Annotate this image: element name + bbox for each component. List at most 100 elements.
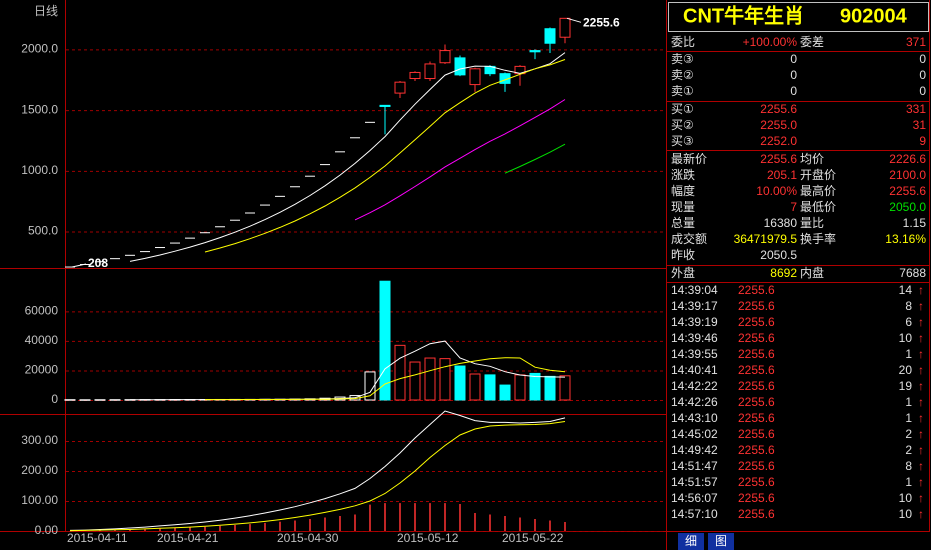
field-value: 16380 [764,216,798,230]
marker-line [71,263,87,268]
trade-volume: 8 [905,459,912,473]
tab[interactable] [708,533,734,550]
volume-bar [424,357,436,401]
indicator-bar [459,504,461,531]
trade-time: 14:49:42 [671,443,718,457]
trade-volume: 20 [899,363,913,377]
indicator-bar [294,520,296,531]
candle-body [424,63,436,80]
book-price: 0 [790,84,797,98]
indicator-bar [219,525,221,531]
indicator-line [129,52,566,262]
trade-direction: ↑ [918,299,924,313]
book-volume: 0 [919,84,926,98]
indicator-bar [309,519,311,531]
trade-time: 14:45:02 [671,427,718,441]
indicator-bar [114,530,116,531]
field-label: 最低价 [800,200,836,214]
book-price: 2255.6 [760,102,797,116]
field-label: 均价 [800,152,824,166]
candle-body [529,50,541,53]
book-volume: 0 [919,52,926,66]
trade-direction: ↑ [918,459,924,473]
book-label: 买① [671,102,694,116]
volume-bar [379,280,391,401]
volume-bar [109,399,121,401]
trade-direction: ↑ [918,331,924,345]
indicator-bar [354,514,356,531]
trade-time: 14:39:46 [671,331,718,345]
tab-label[interactable]: 细 [685,534,697,548]
trade-time: 14:57:10 [671,507,718,521]
book-price: 0 [790,52,797,66]
marker-line [566,17,582,23]
y-tick-label: 500.0 [28,224,58,238]
candle-body [469,68,481,86]
volume-bar [544,375,556,401]
indicator-bar [489,514,491,531]
trade-volume: 1 [905,347,912,361]
indicator-line [69,410,566,531]
field-label: 总量 [671,216,695,230]
field-value: 7688 [899,266,926,280]
y-tick-label: 1500.0 [21,102,58,116]
indicator-bar [264,522,266,531]
volume-bar [79,399,91,401]
volume-bar [514,374,526,401]
volume-bar [499,384,511,401]
y-tick-label: 1000.0 [21,163,58,177]
field-value: 371 [906,35,926,49]
trade-volume: 1 [905,411,912,425]
trade-direction: ↑ [918,363,924,377]
trade-price: 2255.6 [738,491,775,505]
field-label: 昨收 [671,248,695,262]
field-value: 2255.6 [760,152,797,166]
indicator-bar [129,529,131,531]
stock-code: 902004 [840,5,908,27]
indicator-bar [279,521,281,531]
field-value: 2255.6 [889,184,926,198]
indicator-bar [369,504,371,531]
indicator-bar [324,517,326,531]
candle-body [379,104,391,107]
trade-direction: ↑ [918,507,924,521]
indicator-line [130,340,566,401]
tab[interactable] [678,533,704,550]
trade-price: 2255.6 [738,379,775,393]
field-label: 最新价 [671,151,707,166]
trade-volume: 1 [905,475,912,489]
trade-direction: ↑ [918,491,924,505]
field-value: 1.15 [903,216,927,230]
trade-price: 2255.6 [738,459,775,473]
trade-direction: ↑ [918,443,924,457]
volume-bar [439,358,451,401]
field-value: 2226.6 [889,152,926,166]
y-tick-label: 0.00 [35,523,59,537]
trade-price: 2255.6 [738,395,775,409]
candle-body [439,50,451,64]
trade-price: 2255.6 [738,299,775,313]
book-label: 买② [671,118,694,132]
indicator-bar [174,528,176,531]
trade-direction: ↑ [918,379,924,393]
indicator-bar [429,503,431,531]
x-tick-label: 2015-05-22 [502,531,564,545]
candle-body [409,71,421,80]
field-value: +100.00% [743,35,798,49]
volume-bar [94,399,106,401]
volume-bar [64,399,76,401]
candle-body [559,17,571,38]
trade-price: 2255.6 [738,331,775,345]
volume-bar [469,373,481,401]
trade-time: 14:39:19 [671,315,718,329]
x-tick-label: 2015-04-21 [157,531,219,545]
trade-direction: ↑ [918,475,924,489]
tab-label[interactable]: 图 [715,534,727,548]
trade-time: 14:56:07 [671,491,718,505]
low-label: 208 [88,256,108,270]
candle-body [454,57,466,76]
candle-body [394,81,406,94]
